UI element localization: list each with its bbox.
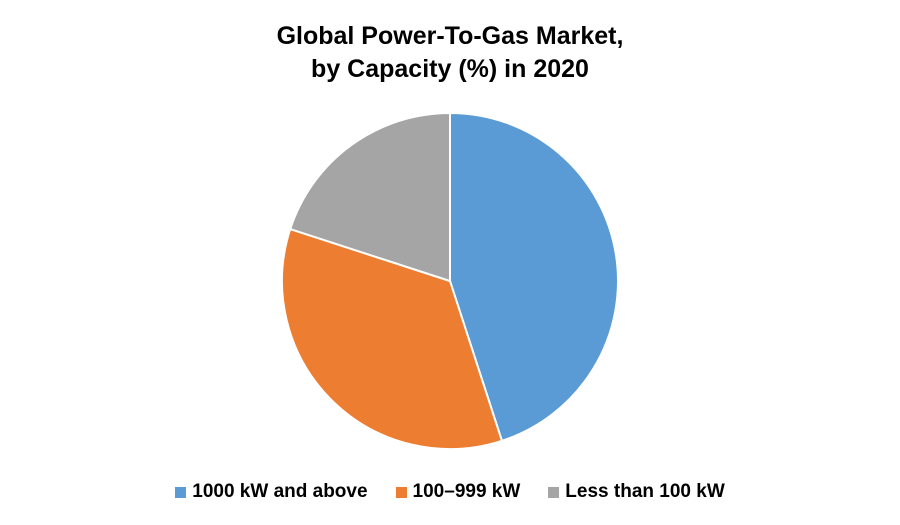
pie-slice-100-999-kw bbox=[281, 228, 503, 450]
legend-label: 1000 kW and above bbox=[192, 481, 368, 502]
chart-title-line-2: by Capacity (%) in 2020 bbox=[311, 55, 589, 83]
legend-label: 100–999 kW bbox=[412, 481, 521, 502]
legend-swatch bbox=[395, 486, 407, 498]
pie-slices bbox=[281, 112, 619, 450]
legend-item-less-than-100kw: Less than 100 kW bbox=[548, 481, 725, 503]
chart-title-line-1: Global Power-To-Gas Market, bbox=[276, 22, 624, 50]
legend-swatch bbox=[548, 486, 560, 498]
legend-swatch bbox=[175, 486, 187, 498]
legend-item-100-999kw: 100–999 kW bbox=[395, 481, 521, 503]
pie-slice-1000-kw-and-above bbox=[449, 112, 619, 442]
pie-slice-less-than-100-kw bbox=[289, 112, 451, 282]
legend-label: Less than 100 kW bbox=[565, 481, 725, 502]
chart-title: Global Power-To-Gas Market, by Capacity … bbox=[0, 20, 900, 86]
legend: 1000 kW and above 100–999 kW Less than 1… bbox=[0, 481, 900, 503]
legend-item-1000kw-and-above: 1000 kW and above bbox=[175, 481, 368, 503]
